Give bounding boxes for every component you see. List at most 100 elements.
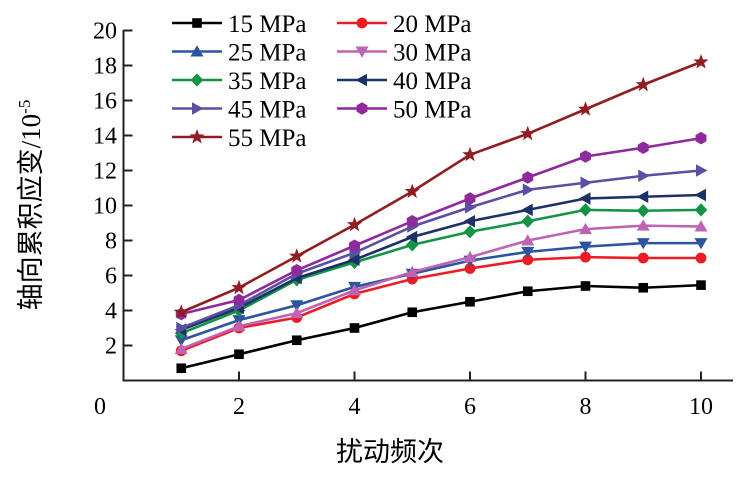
- y-tick-label: 18: [93, 54, 117, 80]
- legend-label: 20 MPa: [393, 11, 471, 38]
- triangle-down-marker: [694, 238, 708, 250]
- series-line: [180, 208, 702, 335]
- triangle-up-marker: [232, 320, 246, 332]
- circle-marker: [522, 254, 534, 266]
- legend: 15 MPa 20 MPa 25 MPa 30 MPa 35 MPa 40 MPa 45 M…: [172, 11, 471, 152]
- series-line: [180, 241, 701, 342]
- triangle-left-marker: [521, 203, 533, 217]
- square-marker: [580, 281, 591, 291]
- legend-item-45-mpa: 45 MPa: [172, 97, 306, 124]
- square-marker: [638, 282, 649, 293]
- star-marker: [404, 183, 420, 198]
- circle-marker: [637, 252, 649, 264]
- legend-label: 35 MPa: [228, 68, 306, 95]
- square-marker: [176, 363, 187, 374]
- legend-label: 40 MPa: [393, 68, 471, 95]
- star-marker: [577, 101, 594, 116]
- x-tick-label: 4: [349, 394, 361, 420]
- hexagon-marker: [291, 263, 303, 277]
- series-line: [180, 136, 702, 316]
- triangle-right-marker: [176, 321, 188, 335]
- legend-label: 55 MPa: [228, 125, 306, 152]
- legend-label: 45 MPa: [228, 97, 306, 124]
- series-30-mpa: [174, 219, 708, 354]
- triangle-left-marker: [463, 215, 475, 228]
- triangle-up-marker: [174, 342, 188, 354]
- hexagon-marker: [637, 141, 649, 155]
- square-marker: [234, 349, 244, 360]
- x-tick-label: 2: [233, 394, 245, 420]
- data-series: [173, 54, 709, 374]
- series-15-mpa: [176, 280, 706, 374]
- square-marker: [696, 280, 706, 290]
- x-tick-label: 10: [689, 394, 713, 420]
- legend-label: 25 MPa: [228, 40, 306, 67]
- diamond-marker: [694, 203, 708, 217]
- legend-item-35-mpa: 35 MPa: [172, 68, 306, 95]
- triangle-down-marker: [521, 246, 535, 259]
- hexagon-marker: [356, 102, 368, 115]
- triangle-up-marker: [636, 219, 650, 231]
- axis-lines: [122, 30, 733, 382]
- y-tick-label: 6: [105, 264, 117, 290]
- diamond-marker: [636, 204, 650, 218]
- triangle-left-marker: [348, 253, 360, 266]
- x-tick-label: 8: [580, 394, 592, 420]
- y-tick-label: 14: [93, 124, 117, 150]
- legend-item-20-mpa: 20 MPa: [337, 11, 471, 38]
- square-marker: [465, 296, 475, 307]
- triangle-down-marker: [290, 300, 304, 312]
- y-tick-label: 12: [93, 159, 117, 185]
- circle-marker: [580, 251, 591, 263]
- x-axis-title: 扰动频次: [336, 437, 444, 467]
- hexagon-marker: [464, 192, 476, 205]
- y-tick-label: 16: [93, 89, 117, 115]
- legend-label: 15 MPa: [228, 11, 306, 38]
- triangle-right-marker: [465, 201, 477, 214]
- series-35-mpa: [174, 203, 708, 340]
- circle-marker: [464, 263, 476, 274]
- triangle-left-marker: [405, 230, 418, 244]
- square-marker: [349, 323, 360, 333]
- y-tick-label: 2: [105, 334, 117, 360]
- y-tick-label: 20: [93, 19, 117, 45]
- star-marker: [173, 304, 189, 319]
- hexagon-marker: [233, 293, 245, 307]
- star-marker: [231, 279, 247, 295]
- square-marker: [291, 335, 302, 346]
- star-marker: [520, 125, 536, 141]
- triangle-right-marker: [192, 102, 204, 115]
- square-marker: [522, 286, 533, 297]
- diamond-marker: [579, 203, 592, 217]
- series-line: [180, 255, 701, 352]
- star-marker: [289, 248, 305, 263]
- triangle-right-marker: [696, 164, 708, 177]
- triangle-up-marker: [463, 250, 477, 263]
- legend-item-55-mpa: 55 MPa: [172, 125, 306, 152]
- triangle-down-marker: [636, 238, 650, 250]
- hexagon-marker: [406, 214, 418, 228]
- hexagon-marker: [522, 171, 534, 184]
- y-tick-label: 8: [105, 229, 117, 255]
- triangle-left-marker: [355, 73, 367, 87]
- legend-label: 50 MPa: [393, 97, 471, 124]
- star-marker: [189, 129, 205, 144]
- hexagon-marker: [695, 131, 707, 145]
- x-tick-label: 0: [94, 394, 106, 420]
- triangle-left-marker: [636, 190, 649, 203]
- triangle-left-marker: [579, 192, 591, 205]
- series-line: [180, 60, 702, 314]
- triangle-right-marker: [580, 176, 592, 189]
- triangle-right-marker: [522, 183, 535, 196]
- triangle-down-marker: [174, 335, 188, 347]
- triangle-up-marker: [521, 234, 535, 246]
- triangle-left-marker: [694, 188, 706, 202]
- hexagon-marker: [349, 239, 360, 253]
- y-tick-label: 10: [93, 194, 117, 220]
- hexagon-marker: [580, 150, 591, 163]
- square-marker: [407, 307, 418, 318]
- y-tick-label: 4: [105, 299, 117, 325]
- axes: 0 2 4 6 8 10 2 4 6 8 10 12 14 16 18 20: [93, 19, 733, 420]
